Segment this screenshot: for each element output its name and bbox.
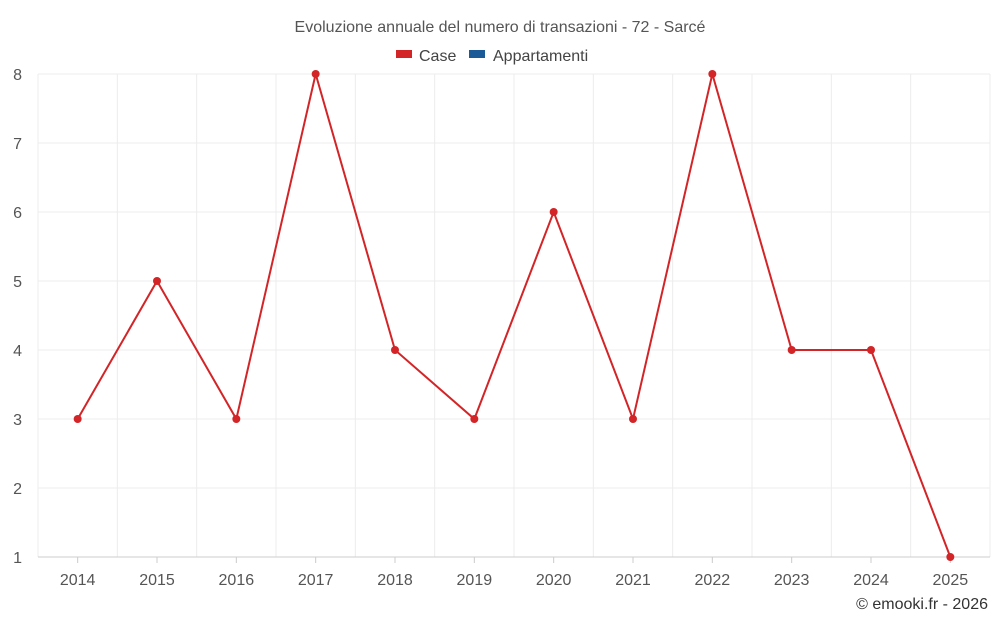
x-tick-label: 2024 bbox=[853, 572, 889, 589]
x-tick-label: 2018 bbox=[377, 572, 413, 589]
x-tick-label: 2016 bbox=[219, 572, 255, 589]
axes: 1 2 3 4 5 6 7 8 2014 2015 2016 2017 2018 2019 2020 2021… bbox=[13, 67, 990, 589]
legend: Case Appartamenti bbox=[396, 48, 588, 65]
data-point[interactable] bbox=[867, 346, 875, 354]
x-tick-label: 2021 bbox=[615, 572, 651, 589]
data-point[interactable] bbox=[708, 70, 717, 78]
data-point[interactable] bbox=[391, 346, 399, 354]
y-tick-label: 1 bbox=[13, 550, 22, 567]
series-case bbox=[73, 70, 955, 561]
data-point[interactable] bbox=[787, 346, 796, 354]
data-point[interactable] bbox=[946, 553, 955, 561]
y-tick-label: 6 bbox=[13, 205, 22, 222]
legend-swatch-case bbox=[396, 50, 412, 58]
data-point[interactable] bbox=[311, 70, 320, 78]
data-point[interactable] bbox=[549, 208, 558, 216]
data-point[interactable] bbox=[629, 415, 637, 423]
series-line-0 bbox=[76, 70, 952, 558]
legend-item-appartamenti[interactable]: Appartamenti bbox=[469, 48, 588, 65]
x-tick-label: 2023 bbox=[774, 572, 810, 589]
x-tick-label: 2014 bbox=[60, 572, 96, 589]
legend-label-case: Case bbox=[419, 48, 456, 65]
y-tick-label: 8 bbox=[13, 67, 22, 84]
y-tick-label: 7 bbox=[13, 136, 22, 153]
legend-swatch-appartamenti bbox=[469, 50, 485, 58]
x-tick-label: 2025 bbox=[933, 572, 969, 589]
y-tick-label: 5 bbox=[13, 274, 22, 291]
legend-item-case[interactable]: Case bbox=[396, 48, 456, 65]
data-point[interactable] bbox=[153, 277, 161, 285]
y-tick-label: 3 bbox=[13, 412, 22, 429]
x-tick-label: 2015 bbox=[139, 572, 175, 589]
data-point[interactable] bbox=[470, 415, 479, 423]
x-tick-label: 2019 bbox=[457, 572, 493, 589]
x-tick-label: 2022 bbox=[695, 572, 731, 589]
data-point[interactable] bbox=[73, 415, 82, 423]
x-tick-label: 2017 bbox=[298, 572, 334, 589]
y-tick-label: 2 bbox=[13, 481, 22, 498]
legend-label-appartamenti: Appartamenti bbox=[493, 48, 588, 65]
x-tick-label: 2020 bbox=[536, 572, 572, 589]
chart-title: Evoluzione annuale del numero di transaz… bbox=[295, 19, 706, 36]
credit-text: © emooki.fr - 2026 bbox=[856, 596, 988, 613]
data-point[interactable] bbox=[232, 415, 241, 423]
y-tick-label: 4 bbox=[13, 343, 22, 360]
